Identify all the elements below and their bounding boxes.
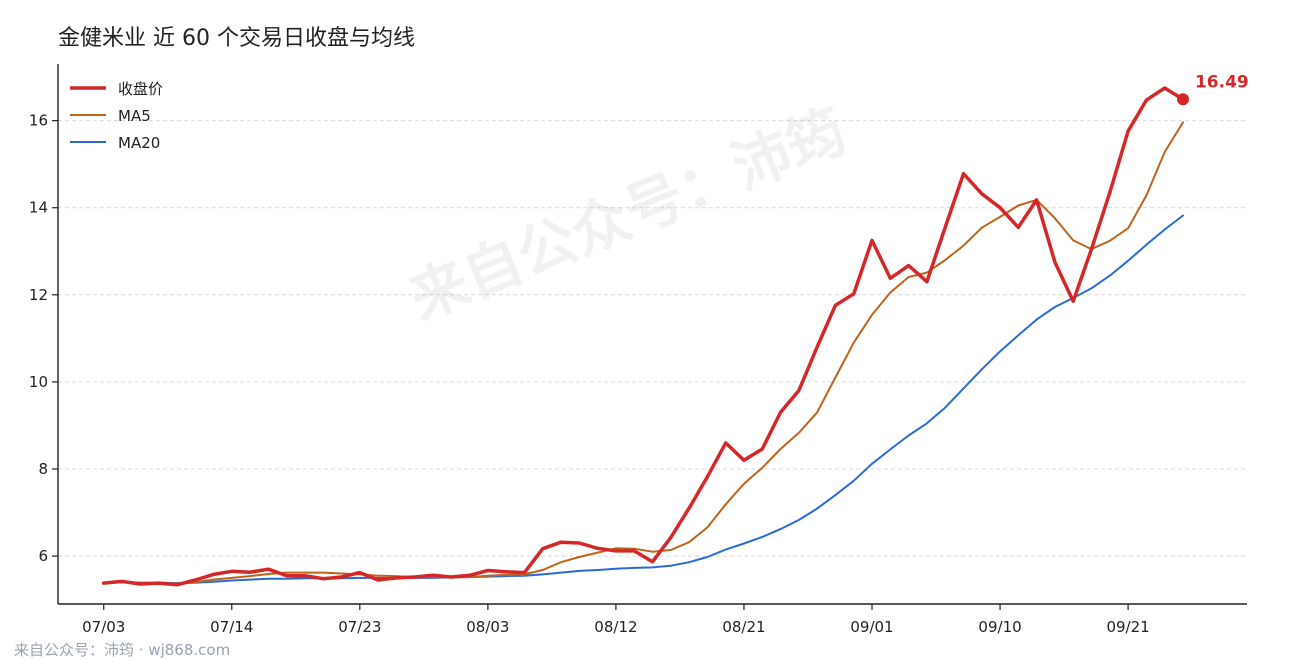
- x-tick-label: 07/14: [210, 618, 253, 636]
- series-line-ma20: [102, 214, 1184, 585]
- legend-label: 收盘价: [118, 80, 163, 98]
- x-tick-label: 07/03: [82, 618, 125, 636]
- series-lines: [101, 86, 1185, 587]
- x-tick-label: 07/23: [338, 618, 381, 636]
- series-line-close: [101, 86, 1185, 587]
- footer-credit: 来自公众号：沛筠 · wj868.com: [14, 641, 231, 659]
- grid-lines: [58, 120, 1247, 557]
- x-tick-label: 09/21: [1106, 618, 1149, 636]
- y-tick-label: 12: [29, 286, 48, 304]
- x-tick-label: 08/12: [594, 618, 637, 636]
- x-tick-label: 08/21: [722, 618, 765, 636]
- series-line-ma5: [102, 121, 1184, 585]
- x-tick-label: 08/03: [466, 618, 509, 636]
- chart-title: 金健米业 近 60 个交易日收盘与均线: [58, 26, 415, 51]
- legend-label: MA20: [118, 134, 160, 152]
- x-axis-ticks: 07/03 07/14 07/23 08/03 08/12 08/21 09/01 09/10…: [82, 604, 1150, 636]
- y-tick-label: 10: [29, 373, 48, 391]
- last-close-dot: [1176, 93, 1189, 106]
- y-tick-label: 8: [38, 460, 48, 478]
- x-tick-label: 09/01: [850, 618, 893, 636]
- last-point: 16.49: [1176, 72, 1249, 106]
- y-tick-label: 16: [29, 112, 48, 130]
- y-axis-ticks: 6 8 10 12 14 16: [29, 112, 58, 565]
- axes: [57, 64, 1247, 605]
- y-tick-label: 14: [29, 199, 48, 217]
- y-tick-label: 6: [38, 547, 48, 565]
- legend: 收盘价 MA5 MA20: [70, 80, 163, 152]
- x-tick-label: 09/10: [978, 618, 1021, 636]
- last-close-label: 16.49: [1195, 72, 1249, 92]
- legend-label: MA5: [118, 107, 151, 125]
